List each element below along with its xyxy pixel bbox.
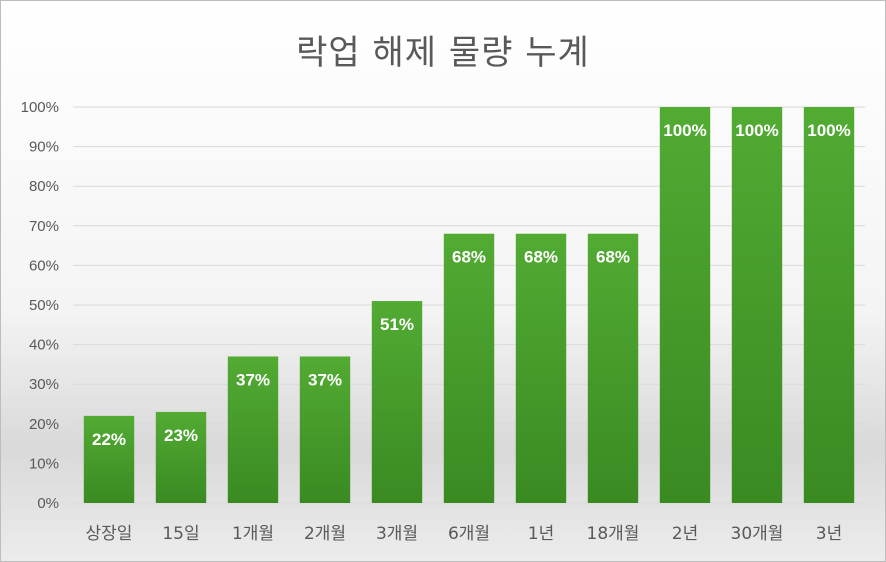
data-label: 100% (735, 121, 778, 140)
y-tick-label: 60% (29, 257, 59, 274)
data-label: 37% (236, 370, 270, 389)
data-label: 100% (663, 121, 706, 140)
category-label: 18개월 (587, 524, 640, 544)
category-label: 15일 (162, 524, 199, 544)
category-label: 2개월 (304, 524, 346, 544)
data-label: 68% (452, 248, 486, 267)
bar (299, 356, 351, 503)
data-label: 100% (807, 121, 850, 140)
bar (227, 356, 279, 503)
data-label: 68% (524, 248, 558, 267)
y-tick-label: 90% (29, 139, 59, 156)
category-label: 2년 (672, 524, 698, 544)
bars (83, 107, 855, 503)
data-label: 37% (308, 370, 342, 389)
category-label: 6개월 (448, 524, 490, 544)
x-axis-categories: 상장일 15일 1개월 2개월 3개월 6개월 1년 18개월 2년 30개월 3년 (86, 524, 843, 544)
category-label: 30개월 (731, 524, 784, 544)
bar (371, 301, 423, 503)
bar (155, 411, 207, 503)
y-tick-label: 70% (29, 218, 59, 235)
category-label: 1개월 (232, 524, 274, 544)
y-tick-label: 20% (29, 416, 59, 433)
y-tick-label: 50% (29, 297, 59, 314)
bar (515, 233, 567, 503)
bar (803, 107, 855, 503)
bar (83, 415, 135, 503)
y-tick-label: 40% (29, 337, 59, 354)
data-label: 23% (164, 426, 198, 445)
y-tick-label: 0% (37, 495, 59, 512)
data-label: 51% (380, 315, 414, 334)
bar (659, 107, 711, 503)
data-labels: 22% 23% 37% 37% 51% 68% 68% 68% 100% 100% 100% (92, 121, 851, 449)
chart-title: 락업 해제 물량 누계 (296, 33, 590, 73)
y-tick-label: 10% (29, 455, 59, 472)
y-tick-label: 100% (21, 99, 59, 116)
y-axis-ticks: 0% 10% 20% 30% 40% 50% 60% 70% 80% 90% 100% (21, 99, 59, 512)
y-tick-label: 80% (29, 178, 59, 195)
category-label: 3개월 (376, 524, 418, 544)
bar (587, 233, 639, 503)
data-label: 68% (596, 248, 630, 267)
data-label: 22% (92, 430, 126, 449)
category-label: 1년 (528, 524, 554, 544)
category-label: 상장일 (86, 524, 133, 544)
category-label: 3년 (816, 524, 842, 544)
y-tick-label: 30% (29, 376, 59, 393)
bar (731, 107, 783, 503)
bar (443, 233, 495, 503)
